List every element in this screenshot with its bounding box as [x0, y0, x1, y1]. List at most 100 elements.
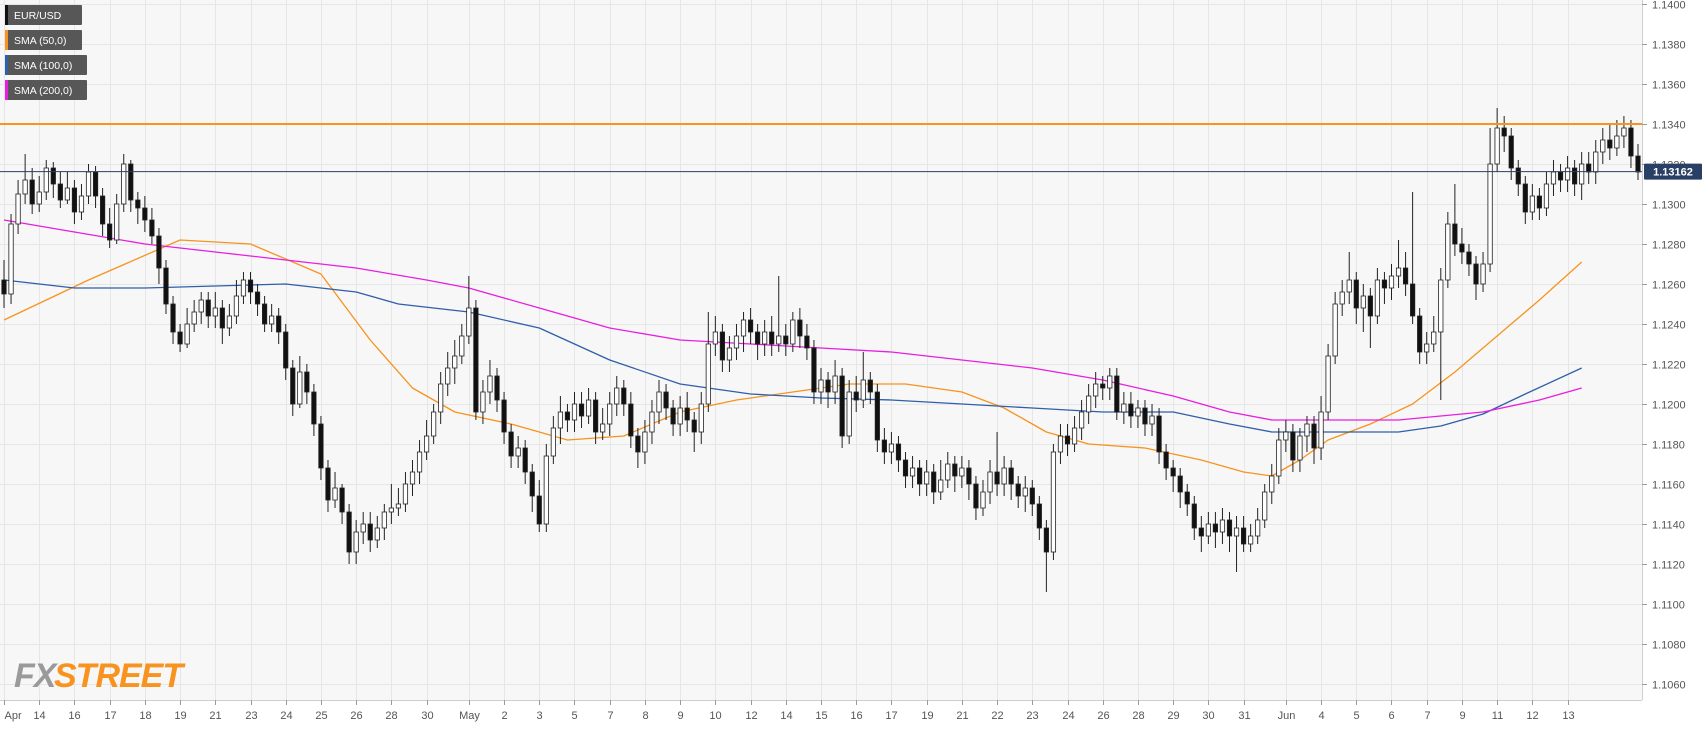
- candle-body-up: [860, 379, 866, 401]
- candle-body-up: [402, 483, 409, 505]
- x-tick-label: 26: [350, 710, 362, 722]
- candle-body-up: [452, 355, 458, 369]
- candle: [677, 396, 683, 436]
- candle: [909, 456, 916, 488]
- candle: [797, 308, 803, 348]
- candle: [128, 160, 134, 212]
- candle: [1290, 424, 1296, 472]
- legend-item[interactable]: EUR/USD: [5, 5, 82, 25]
- candle: [529, 464, 535, 512]
- legend[interactable]: EUR/USD SMA (50,0) SMA (100,0) SMA (200,0): [5, 5, 87, 100]
- candle: [247, 272, 254, 304]
- candle: [994, 432, 1000, 496]
- candle-body-up: [1339, 291, 1345, 305]
- candle: [1276, 428, 1282, 484]
- candle: [494, 368, 500, 412]
- fxstreet-watermark: FX STREET: [14, 657, 187, 695]
- candle-body-up: [712, 331, 718, 345]
- candle: [924, 460, 930, 496]
- candle: [1198, 516, 1204, 552]
- candle-body-down: [895, 443, 902, 461]
- candle: [163, 260, 169, 314]
- x-tick-label: 9: [677, 710, 683, 722]
- candle-body-up: [1233, 527, 1240, 537]
- x-tick-label: 31: [1238, 710, 1250, 722]
- candle-body-down: [1452, 223, 1458, 245]
- candle-body-down: [825, 379, 831, 393]
- candle-body-up: [1276, 439, 1282, 477]
- candle: [1424, 332, 1430, 364]
- candle-body-down: [1367, 295, 1373, 317]
- candle: [64, 172, 70, 204]
- candle-body-down: [1572, 167, 1578, 185]
- candle: [1184, 484, 1190, 516]
- candle-body-down: [142, 207, 148, 221]
- candle-body-up: [1135, 407, 1141, 417]
- candle-body-down: [1226, 519, 1233, 537]
- candle-body-down: [205, 299, 211, 317]
- x-tick-label: 29: [1167, 710, 1179, 722]
- candle: [522, 440, 528, 484]
- y-tick-label: 1.1300: [1652, 200, 1686, 212]
- candle: [1001, 456, 1007, 496]
- candle-body-down: [219, 307, 225, 329]
- candle: [1360, 284, 1366, 332]
- candle: [1388, 264, 1395, 300]
- candle: [1431, 316, 1437, 352]
- candle-body-up: [1332, 303, 1338, 357]
- candle-body-up: [740, 319, 747, 337]
- y-axis-ticks: 1.14001.13801.13601.13401.13201.13001.12…: [1642, 0, 1686, 692]
- candle: [240, 272, 247, 304]
- candle-body-up: [762, 331, 768, 345]
- candle-body-down: [290, 367, 296, 405]
- candle: [952, 456, 958, 492]
- candle-body-down: [747, 319, 754, 333]
- candle: [1466, 244, 1472, 276]
- candle-body-down: [621, 387, 627, 405]
- candle: [783, 324, 789, 356]
- candle: [198, 292, 204, 324]
- candle-body-down: [1508, 135, 1514, 169]
- candle-body-down: [931, 471, 937, 493]
- candle-body-up: [1346, 279, 1352, 293]
- y-tick-label: 1.1060: [1652, 680, 1686, 692]
- candle-body-down: [522, 447, 528, 473]
- candle: [614, 376, 620, 416]
- y-tick-label: 1.1120: [1652, 560, 1685, 572]
- y-tick-label: 1.1160: [1652, 480, 1685, 492]
- x-tick-label: 17: [885, 710, 897, 722]
- x-tick-label: 7: [607, 710, 613, 722]
- candle: [1374, 268, 1380, 324]
- candle-body-down: [1100, 383, 1106, 389]
- legend-item-box[interactable]: [5, 30, 82, 50]
- candle: [607, 392, 613, 436]
- candle: [156, 228, 162, 284]
- candle: [825, 372, 831, 408]
- candle-body-down: [1635, 155, 1641, 173]
- candle: [1064, 424, 1071, 456]
- legend-item[interactable]: SMA (50,0): [5, 30, 82, 50]
- candle: [318, 416, 324, 480]
- candle-body-up: [1325, 355, 1331, 413]
- legend-item-box[interactable]: [5, 5, 82, 25]
- legend-item-box[interactable]: [5, 80, 87, 100]
- candle: [36, 176, 42, 212]
- candle: [184, 308, 190, 348]
- candle-body-up: [705, 343, 711, 405]
- candle-body-down: [318, 423, 324, 469]
- candle: [1036, 496, 1042, 540]
- candle-body-up: [1071, 427, 1078, 445]
- candle: [557, 396, 563, 444]
- candle: [1522, 176, 1528, 224]
- x-tick-label: 30: [421, 710, 433, 722]
- legend-item[interactable]: SMA (200,0): [5, 80, 87, 100]
- candle-body-up: [36, 191, 42, 205]
- candle-body-up: [226, 315, 232, 329]
- candle: [1473, 256, 1479, 300]
- legend-item-box[interactable]: [5, 55, 87, 75]
- candle-body-down: [1557, 171, 1564, 181]
- candle: [1402, 252, 1409, 296]
- legend-item[interactable]: SMA (100,0): [5, 55, 87, 75]
- candle: [107, 208, 113, 248]
